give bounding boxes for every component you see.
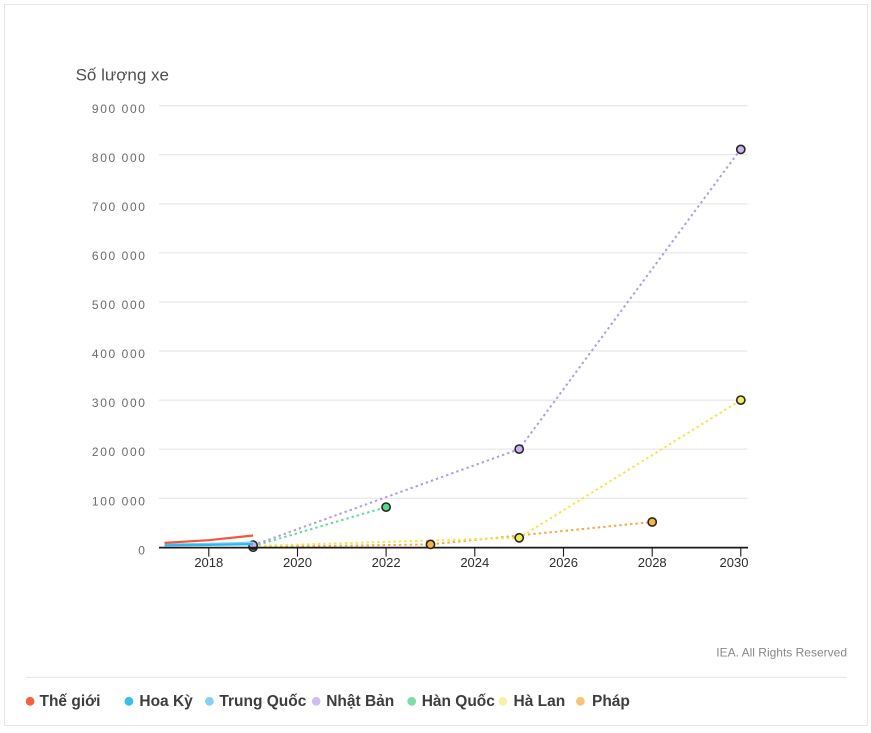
svg-text:400 000: 400 000 xyxy=(92,347,147,361)
svg-text:Hoa Kỳ: Hoa Kỳ xyxy=(139,693,193,710)
svg-text:Hà Lan: Hà Lan xyxy=(514,693,566,710)
svg-text:100 000: 100 000 xyxy=(92,494,147,508)
svg-text:800 000: 800 000 xyxy=(92,151,147,165)
svg-text:900 000: 900 000 xyxy=(92,102,147,116)
svg-text:Hàn Quốc: Hàn Quốc xyxy=(422,693,496,710)
svg-text:2030: 2030 xyxy=(720,555,749,570)
svg-text:2022: 2022 xyxy=(372,555,401,570)
svg-text:500 000: 500 000 xyxy=(92,298,147,312)
svg-text:Thế giới: Thế giới xyxy=(40,693,101,710)
svg-text:Nhật Bản: Nhật Bản xyxy=(326,693,394,710)
svg-text:Pháp: Pháp xyxy=(592,693,630,710)
svg-text:0: 0 xyxy=(138,543,146,557)
svg-text:Trung Quốc: Trung Quốc xyxy=(219,693,306,710)
svg-text:2024: 2024 xyxy=(460,555,489,570)
svg-text:200 000: 200 000 xyxy=(92,445,147,459)
svg-text:300 000: 300 000 xyxy=(92,396,147,410)
svg-text:2018: 2018 xyxy=(194,555,223,570)
svg-text:700 000: 700 000 xyxy=(92,200,147,214)
svg-text:2028: 2028 xyxy=(638,555,667,570)
svg-text:2026: 2026 xyxy=(549,555,578,570)
svg-text:2020: 2020 xyxy=(283,555,312,570)
svg-text:IEA. All Rights Reserved: IEA. All Rights Reserved xyxy=(716,646,847,660)
svg-text:Số lượng xe: Số lượng xe xyxy=(76,66,169,85)
svg-text:600 000: 600 000 xyxy=(92,249,147,263)
